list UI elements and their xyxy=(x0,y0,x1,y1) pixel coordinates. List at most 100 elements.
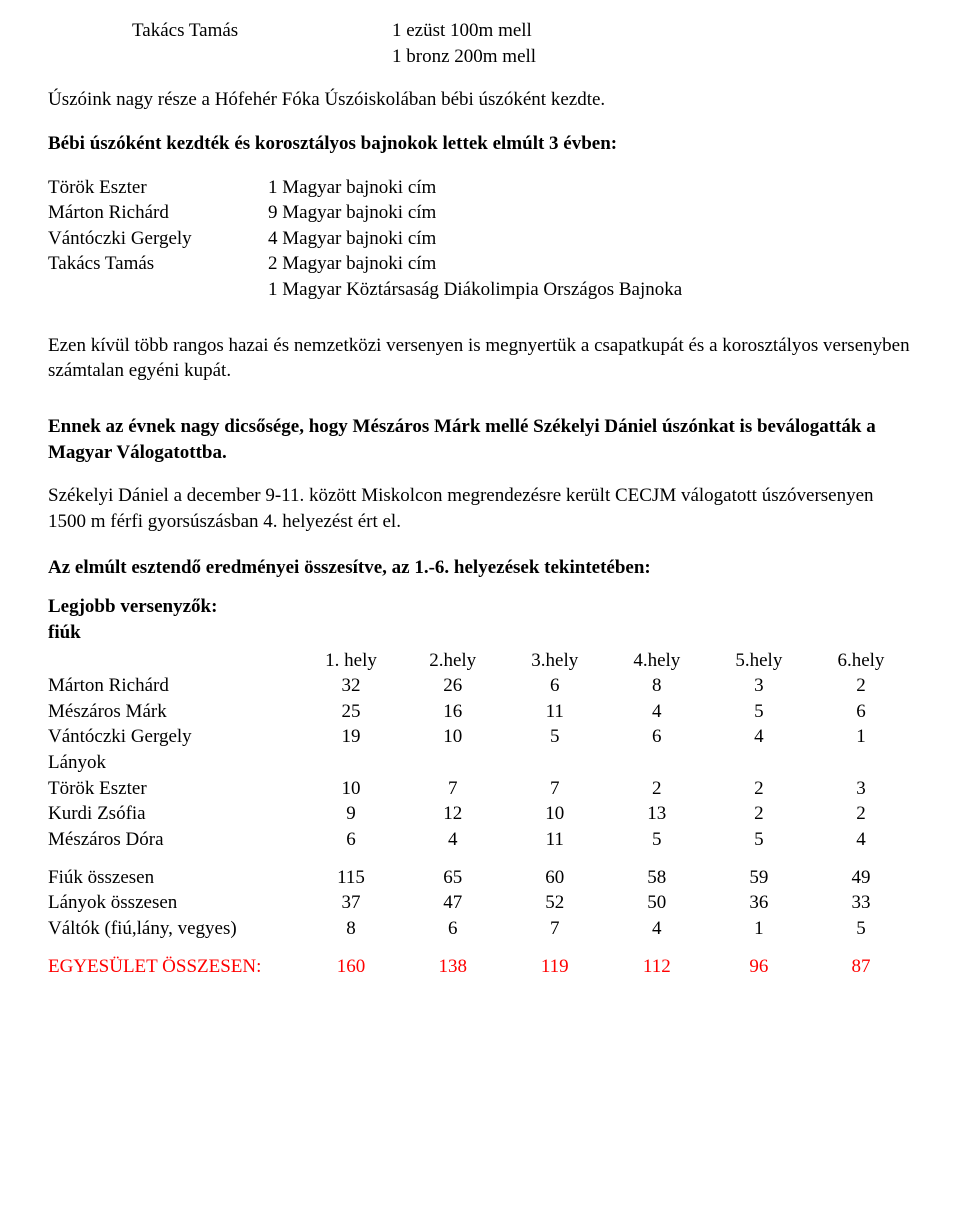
medal-line-2: 1 bronz 200m mell xyxy=(392,44,536,70)
row-value: 5 xyxy=(606,827,708,853)
row-value: 12 xyxy=(402,801,504,827)
champion-name: Márton Richárd xyxy=(48,200,268,226)
row-value: 4 xyxy=(810,827,912,853)
row-name: Váltók (fiú,lány, vegyes) xyxy=(48,916,300,942)
champion-name: Török Eszter xyxy=(48,175,268,201)
row-value: 2 xyxy=(708,776,810,802)
row-value: 58 xyxy=(606,865,708,891)
row-value: 115 xyxy=(300,865,401,891)
champions-header: Bébi úszóként kezdték és korosztályos ba… xyxy=(48,131,912,157)
row-value: 5 xyxy=(708,827,810,853)
row-value: 2 xyxy=(606,776,708,802)
row-value: 33 xyxy=(810,890,912,916)
row-name: Mészáros Márk xyxy=(48,699,300,725)
row-value: 10 xyxy=(402,724,504,750)
row-value: 4 xyxy=(402,827,504,853)
table-row: Vántóczki Gergely 19 10 5 6 4 1 xyxy=(48,724,912,750)
row-value: 19 xyxy=(300,724,401,750)
best-competitors-header: Legjobb versenyzők: xyxy=(48,594,912,620)
row-value: 60 xyxy=(504,865,606,891)
row-value: 6 xyxy=(810,699,912,725)
medal-line-1: 1 ezüst 100m mell xyxy=(392,18,532,44)
row-value: 8 xyxy=(606,673,708,699)
grand-total-value: 160 xyxy=(300,954,401,980)
row-value: 5 xyxy=(504,724,606,750)
body-paragraph-3: Székelyi Dániel a december 9-11. között … xyxy=(48,483,912,534)
row-value: 5 xyxy=(810,916,912,942)
champion-title: 1 Magyar Köztársaság Diákolimpia Országo… xyxy=(268,277,682,303)
girls-label-row: Lányok xyxy=(48,750,912,776)
champion-title: 1 Magyar bajnoki cím xyxy=(268,175,436,201)
row-value: 2 xyxy=(810,801,912,827)
col-header: 3.hely xyxy=(504,648,606,674)
champion-name: Vántóczki Gergely xyxy=(48,226,268,252)
table-row: Mészáros Dóra 6 4 11 5 5 4 xyxy=(48,827,912,853)
row-value: 6 xyxy=(504,673,606,699)
row-value: 37 xyxy=(300,890,401,916)
grand-total-label: EGYESÜLET ÖSSZESEN: xyxy=(48,954,300,980)
row-name: Török Eszter xyxy=(48,776,300,802)
row-value: 26 xyxy=(402,673,504,699)
row-value: 13 xyxy=(606,801,708,827)
row-value: 4 xyxy=(708,724,810,750)
row-value: 3 xyxy=(708,673,810,699)
row-value: 1 xyxy=(810,724,912,750)
top-block: Takács Tamás 1 ezüst 100m mell 1 bronz 2… xyxy=(48,18,912,69)
body-paragraph-2: Ennek az évnek nagy dicsősége, hogy Mész… xyxy=(48,414,912,465)
results-table: 1. hely 2.hely 3.hely 4.hely 5.hely 6.he… xyxy=(48,648,912,980)
row-value: 7 xyxy=(504,916,606,942)
intro-paragraph: Úszóink nagy része a Hófehér Fóka Úszóis… xyxy=(48,87,912,113)
grand-total-value: 87 xyxy=(810,954,912,980)
row-value: 6 xyxy=(606,724,708,750)
row-name: Vántóczki Gergely xyxy=(48,724,300,750)
champion-title: 4 Magyar bajnoki cím xyxy=(268,226,436,252)
row-value: 11 xyxy=(504,699,606,725)
total-row: Lányok összesen 37 47 52 50 36 33 xyxy=(48,890,912,916)
table-row: Mészáros Márk 25 16 11 4 5 6 xyxy=(48,699,912,725)
champion-title: 9 Magyar bajnoki cím xyxy=(268,200,436,226)
grand-total-value: 96 xyxy=(708,954,810,980)
row-value: 59 xyxy=(708,865,810,891)
table-row: Márton Richárd 32 26 6 8 3 2 xyxy=(48,673,912,699)
row-value: 6 xyxy=(402,916,504,942)
grand-total-value: 138 xyxy=(402,954,504,980)
row-value: 1 xyxy=(708,916,810,942)
row-value: 2 xyxy=(810,673,912,699)
row-value: 16 xyxy=(402,699,504,725)
row-value: 11 xyxy=(504,827,606,853)
row-value: 47 xyxy=(402,890,504,916)
row-name: Kurdi Zsófia xyxy=(48,801,300,827)
row-value: 2 xyxy=(708,801,810,827)
summary-header: Az elmúlt esztendő eredményei összesítve… xyxy=(48,555,912,581)
col-header: 4.hely xyxy=(606,648,708,674)
row-value: 10 xyxy=(300,776,401,802)
champion-name: Takács Tamás xyxy=(48,251,268,277)
girls-label: Lányok xyxy=(48,750,300,776)
row-value: 50 xyxy=(606,890,708,916)
table-header-row: 1. hely 2.hely 3.hely 4.hely 5.hely 6.he… xyxy=(48,648,912,674)
row-value: 4 xyxy=(606,916,708,942)
row-name: Mészáros Dóra xyxy=(48,827,300,853)
row-value: 52 xyxy=(504,890,606,916)
row-name: Fiúk összesen xyxy=(48,865,300,891)
grand-total-row: EGYESÜLET ÖSSZESEN: 160 138 119 112 96 8… xyxy=(48,954,912,980)
row-value: 5 xyxy=(708,699,810,725)
row-value: 65 xyxy=(402,865,504,891)
grand-total-value: 112 xyxy=(606,954,708,980)
total-row: Váltók (fiú,lány, vegyes) 8 6 7 4 1 5 xyxy=(48,916,912,942)
row-value: 4 xyxy=(606,699,708,725)
col-header: 6.hely xyxy=(810,648,912,674)
table-row: Török Eszter 10 7 7 2 2 3 xyxy=(48,776,912,802)
champion-name xyxy=(48,277,268,303)
athlete-name: Takács Tamás xyxy=(132,18,392,44)
row-name: Lányok összesen xyxy=(48,890,300,916)
row-value: 10 xyxy=(504,801,606,827)
col-header: 2.hely xyxy=(402,648,504,674)
body-paragraph-1: Ezen kívül több rangos hazai és nemzetkö… xyxy=(48,333,912,384)
row-value: 9 xyxy=(300,801,401,827)
row-value: 32 xyxy=(300,673,401,699)
row-value: 7 xyxy=(402,776,504,802)
row-value: 36 xyxy=(708,890,810,916)
row-name: Márton Richárd xyxy=(48,673,300,699)
row-value: 3 xyxy=(810,776,912,802)
